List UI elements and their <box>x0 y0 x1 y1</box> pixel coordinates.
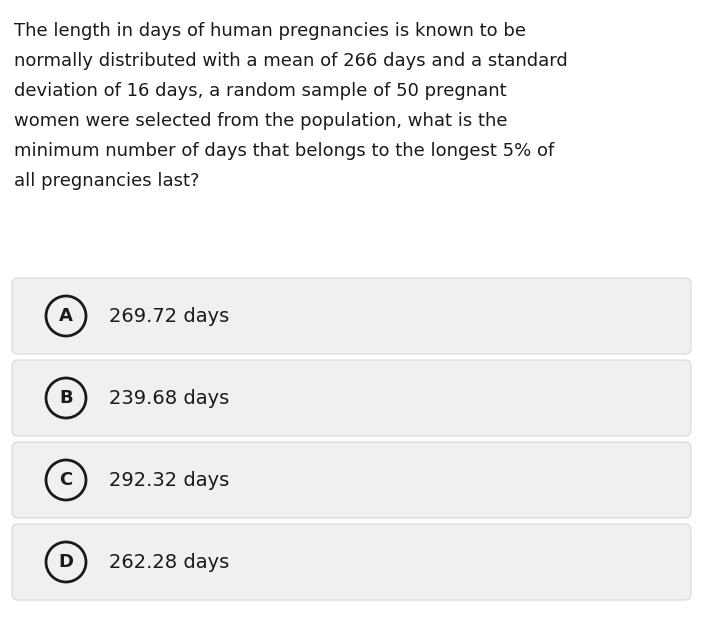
Text: women were selected from the population, what is the: women were selected from the population,… <box>14 112 508 130</box>
Text: 262.28 days: 262.28 days <box>109 553 229 571</box>
Text: C: C <box>59 471 72 489</box>
Text: 269.72 days: 269.72 days <box>109 307 229 326</box>
FancyBboxPatch shape <box>12 360 691 436</box>
Text: deviation of 16 days, a random sample of 50 pregnant: deviation of 16 days, a random sample of… <box>14 82 507 100</box>
Text: D: D <box>58 553 74 571</box>
Text: A: A <box>59 307 73 325</box>
Text: 239.68 days: 239.68 days <box>109 389 229 408</box>
Text: B: B <box>59 389 73 407</box>
FancyBboxPatch shape <box>12 442 691 518</box>
Text: 292.32 days: 292.32 days <box>109 471 229 490</box>
Text: The length in days of human pregnancies is known to be: The length in days of human pregnancies … <box>14 22 526 40</box>
Text: normally distributed with a mean of 266 days and a standard: normally distributed with a mean of 266 … <box>14 52 568 70</box>
Text: all pregnancies last?: all pregnancies last? <box>14 172 200 190</box>
Text: minimum number of days that belongs to the longest 5% of: minimum number of days that belongs to t… <box>14 142 554 160</box>
FancyBboxPatch shape <box>12 524 691 600</box>
FancyBboxPatch shape <box>12 278 691 354</box>
